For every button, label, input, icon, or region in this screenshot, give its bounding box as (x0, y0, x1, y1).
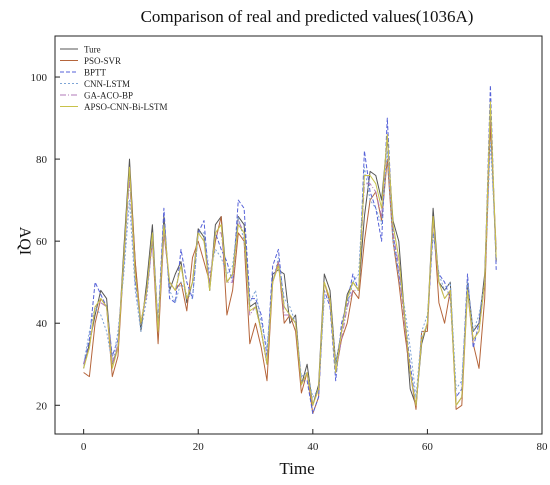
legend-label: CNN-LSTM (84, 79, 130, 89)
y-tick-label: 80 (36, 154, 48, 166)
x-axis-label: Time (279, 459, 314, 478)
legend-label: PSO-SVR (84, 56, 121, 66)
x-tick-label: 20 (193, 441, 205, 453)
series-line-6 (83, 101, 497, 406)
x-tick-label: 0 (81, 441, 87, 453)
legend-label: BPTT (84, 68, 107, 78)
x-tick-label: 40 (307, 441, 319, 453)
y-tick-label: 20 (36, 400, 48, 412)
series-line-5 (83, 109, 497, 406)
series-line-4 (83, 142, 497, 398)
series-lines (83, 84, 497, 414)
y-tick-label: 100 (31, 72, 48, 84)
x-tick-label: 80 (537, 441, 549, 453)
plot-frame (54, 35, 543, 435)
legend-label: Ture (84, 45, 101, 55)
y-tick-label: 60 (36, 236, 48, 248)
axes: 0 20 40 60 80 20 40 60 80 100 (31, 72, 549, 453)
series-line-2 (83, 121, 497, 414)
series-line-1 (83, 117, 497, 406)
y-tick-label: 40 (36, 318, 48, 330)
y-axis-label: AQI (16, 227, 33, 255)
legend-label: GA-ACO-BP (84, 91, 133, 101)
chart-title: Comparison of real and predicted values(… (141, 7, 474, 26)
series-line-3 (83, 84, 497, 414)
legend-label: APSO-CNN-Bi-LSTM (84, 102, 168, 112)
x-tick-label: 60 (422, 441, 434, 453)
